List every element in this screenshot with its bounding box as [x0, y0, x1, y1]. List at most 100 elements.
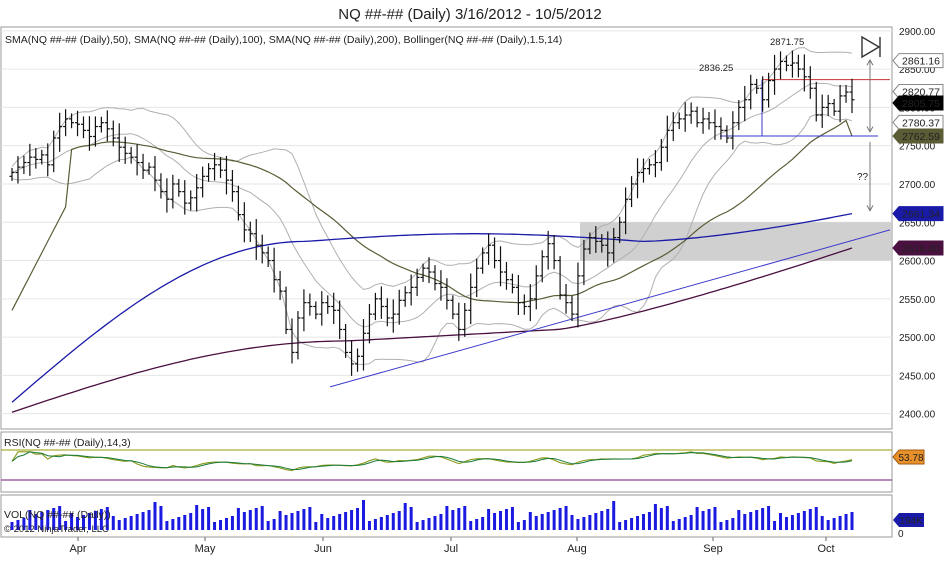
- price-bar: [140, 153, 146, 179]
- volume-bar: [391, 513, 395, 530]
- volume-bar: [749, 512, 753, 530]
- price-bar: [831, 98, 837, 116]
- badge-shape: [892, 95, 944, 111]
- price-bar: [593, 226, 599, 253]
- volume-bar: [761, 508, 765, 530]
- price-bar: [15, 156, 21, 184]
- y-tick-label: 2400.00: [899, 410, 936, 421]
- price-bar: [664, 115, 670, 162]
- annotation-left: 2836.25: [699, 63, 733, 74]
- volume-bar: [415, 522, 419, 530]
- volume-bar: [510, 507, 514, 530]
- price-bar: [801, 54, 807, 92]
- price-bar: [849, 78, 855, 114]
- badge-value: 2780.37: [902, 117, 940, 129]
- rsi-badge: 53.78: [892, 449, 925, 465]
- price-bar: [313, 301, 319, 320]
- price-bar: [152, 156, 158, 192]
- price-bar: [92, 116, 98, 147]
- volume-bar: [379, 517, 383, 530]
- volume-bar: [284, 515, 288, 530]
- play-to-end-icon[interactable]: [861, 35, 881, 59]
- volume-bar: [457, 508, 461, 530]
- price-bar: [813, 81, 819, 122]
- volume-bar: [189, 513, 193, 530]
- price-bar: [789, 50, 795, 78]
- price-bar: [509, 273, 515, 294]
- volume-bar: [302, 509, 306, 530]
- bollinger-mid: [11, 82, 853, 328]
- volume-bar: [802, 511, 806, 530]
- volume-bar: [516, 522, 520, 530]
- y-tick-label: 2850.00: [899, 65, 936, 76]
- price-bar: [444, 278, 450, 310]
- volume-bar: [46, 510, 50, 530]
- volume-bar: [558, 508, 562, 530]
- volume-bar: [719, 522, 723, 530]
- price-bar: [658, 138, 664, 171]
- price-bar: [712, 109, 718, 140]
- y-tick-label: 2550.00: [899, 295, 936, 306]
- volume-bar: [272, 519, 276, 530]
- badge-value: 2805.75: [902, 98, 940, 110]
- y-tick-label: 2750.00: [899, 142, 936, 153]
- price-bar: [206, 163, 212, 182]
- volume-bar: [814, 507, 818, 530]
- price-bar: [146, 162, 152, 175]
- price-bar: [45, 143, 51, 177]
- price-bar: [27, 143, 33, 176]
- price-bar: [253, 219, 259, 260]
- rsi-panel[interactable]: [0, 431, 893, 493]
- price-bar: [63, 109, 69, 137]
- price-bar: [51, 130, 57, 173]
- volume-bar: [141, 512, 145, 530]
- support-zone-rect: [580, 222, 892, 261]
- price-bar: [390, 299, 396, 333]
- price-bar: [688, 102, 694, 124]
- volume-bar: [183, 515, 187, 530]
- volume-bar: [493, 513, 497, 530]
- volume-bar: [397, 511, 401, 530]
- price-bar: [521, 294, 527, 315]
- volume-bar: [499, 511, 503, 530]
- volume-bar: [564, 506, 568, 530]
- volume-bar: [308, 507, 312, 530]
- price-bar: [33, 147, 39, 169]
- arrow-head-mid: [866, 126, 874, 133]
- volume-bar: [159, 506, 163, 530]
- price-bar: [57, 112, 63, 152]
- price-bar: [9, 167, 15, 181]
- price-bar: [635, 158, 641, 199]
- volume-bar: [701, 511, 705, 530]
- price-bar: [366, 304, 372, 344]
- volume-bar: [546, 512, 550, 530]
- price-bar: [69, 113, 75, 129]
- volume-bar: [34, 514, 38, 530]
- volume-badge-value: 194K: [899, 516, 923, 527]
- price-bar: [301, 289, 307, 332]
- price-bar: [414, 268, 420, 297]
- volume-bar: [689, 515, 693, 530]
- price-bar: [456, 302, 462, 341]
- volume-bar: [373, 519, 377, 530]
- volume-label: VOL(NQ ##-## (Daily)): [4, 509, 111, 521]
- price-bar: [384, 298, 390, 327]
- volume-bar: [177, 517, 181, 530]
- price-bar: [223, 155, 229, 195]
- price-bar: [75, 110, 81, 137]
- price-badge: 2820.77: [892, 83, 944, 99]
- price-bar: [110, 120, 116, 147]
- price-bar: [360, 319, 366, 371]
- volume-bar: [409, 507, 413, 530]
- volume-bar: [111, 516, 115, 530]
- trend-line: [329, 229, 891, 388]
- copyright: © 2012 NinjaTrader, LLC: [4, 524, 109, 535]
- volume-bar: [278, 511, 282, 530]
- price-bar: [527, 284, 533, 322]
- volume-bar: [618, 522, 622, 530]
- rsi-label: RSI(NQ ##-## (Daily),14,3): [4, 437, 131, 449]
- y-tick-label: 2450.00: [899, 371, 936, 382]
- volume-bar: [683, 517, 687, 530]
- volume-bar: [796, 513, 800, 530]
